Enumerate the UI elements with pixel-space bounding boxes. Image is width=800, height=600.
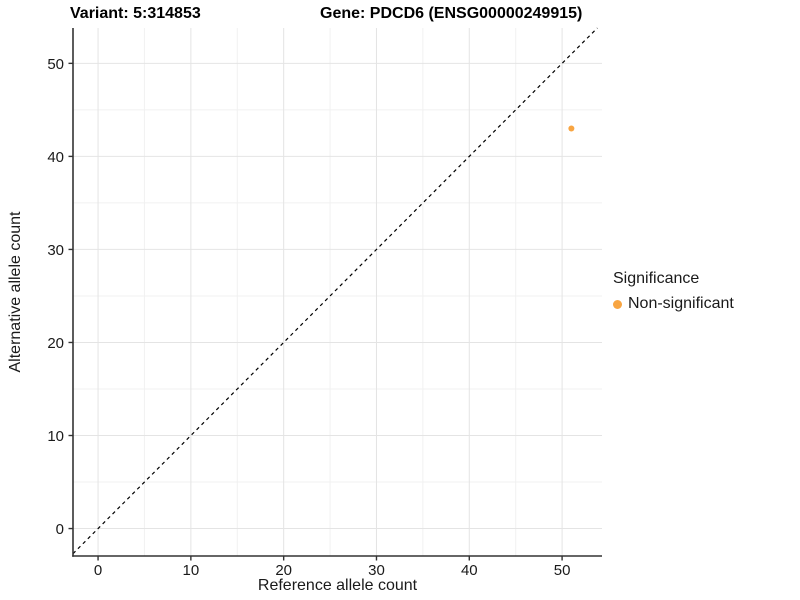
legend: Significance Non-significant	[613, 270, 734, 313]
plot-title-variant: Variant: 5:314853	[70, 5, 201, 22]
legend-item-non-significant: Non-significant	[613, 295, 734, 313]
x-tick-label: 0	[94, 562, 102, 579]
x-tick-label: 20	[275, 562, 292, 579]
identity-dashed-line	[72, 27, 598, 555]
y-tick-label: 30	[47, 242, 64, 259]
x-tick-label: 10	[183, 562, 200, 579]
y-axis-title: Alternative allele count	[7, 211, 24, 373]
x-tick-label: 40	[461, 562, 478, 579]
plot-title-gene: Gene: PDCD6 (ENSG00000249915)	[320, 5, 583, 22]
x-tick-label: 50	[554, 562, 571, 579]
x-tick-label: 30	[368, 562, 385, 579]
y-tick-label: 50	[47, 56, 64, 73]
legend-circle-marker-icon	[613, 299, 622, 309]
data-point	[568, 125, 575, 132]
y-tick-label: 20	[47, 335, 64, 352]
y-tick-label: 0	[56, 521, 64, 538]
legend-item-label: Non-significant	[628, 295, 734, 312]
y-tick-label: 10	[47, 428, 64, 445]
legend-title: Significance	[613, 270, 700, 287]
y-tick-label: 40	[47, 149, 64, 166]
x-axis-title: Reference allele count	[257, 577, 418, 594]
